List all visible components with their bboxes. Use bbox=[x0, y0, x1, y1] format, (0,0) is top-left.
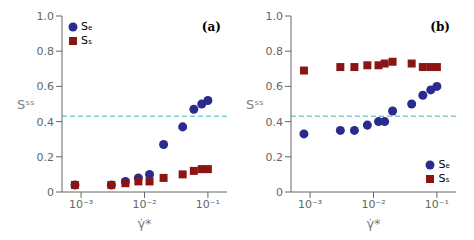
svg-text:0: 0 bbox=[47, 186, 54, 199]
svg-text:0.8: 0.8 bbox=[266, 45, 284, 58]
html-text:(a): (a) bbox=[201, 20, 221, 34]
html-text:Sₛ: Sₛ bbox=[81, 34, 93, 47]
svg-text:10⁻³: 10⁻³ bbox=[69, 198, 93, 211]
svg-text:10⁻²: 10⁻² bbox=[132, 198, 156, 211]
svg-text:γ̇*: γ̇* bbox=[137, 216, 152, 231]
svg-text:1.0: 1.0 bbox=[266, 10, 284, 23]
svg-text:0.4: 0.4 bbox=[37, 116, 55, 129]
svg-text:Sˢˢ: Sˢˢ bbox=[246, 97, 264, 112]
svg-text:0.6: 0.6 bbox=[266, 80, 284, 93]
svg-text:0.6: 0.6 bbox=[37, 80, 55, 93]
svg-text:1.0: 1.0 bbox=[37, 10, 55, 23]
html-text:Sₛ: Sₛ bbox=[438, 172, 450, 185]
svg-text:10⁻¹: 10⁻¹ bbox=[196, 198, 220, 211]
svg-text:10⁻²: 10⁻² bbox=[361, 198, 385, 211]
html-text:(b): (b) bbox=[430, 20, 450, 34]
svg-text:10⁻³: 10⁻³ bbox=[298, 198, 322, 211]
svg-text:γ̇*: γ̇* bbox=[366, 216, 381, 231]
html-text:Sₑ: Sₑ bbox=[81, 20, 93, 33]
svg-text:0.2: 0.2 bbox=[37, 151, 55, 164]
svg-text:0.2: 0.2 bbox=[266, 151, 284, 164]
svg-text:10⁻¹: 10⁻¹ bbox=[425, 198, 449, 211]
svg-text:0.8: 0.8 bbox=[37, 45, 55, 58]
svg-text:0.4: 0.4 bbox=[266, 116, 284, 129]
html-text:Sₑ: Sₑ bbox=[438, 158, 450, 171]
svg-text:Sˢˢ: Sˢˢ bbox=[17, 97, 35, 112]
svg-text:0: 0 bbox=[276, 186, 283, 199]
